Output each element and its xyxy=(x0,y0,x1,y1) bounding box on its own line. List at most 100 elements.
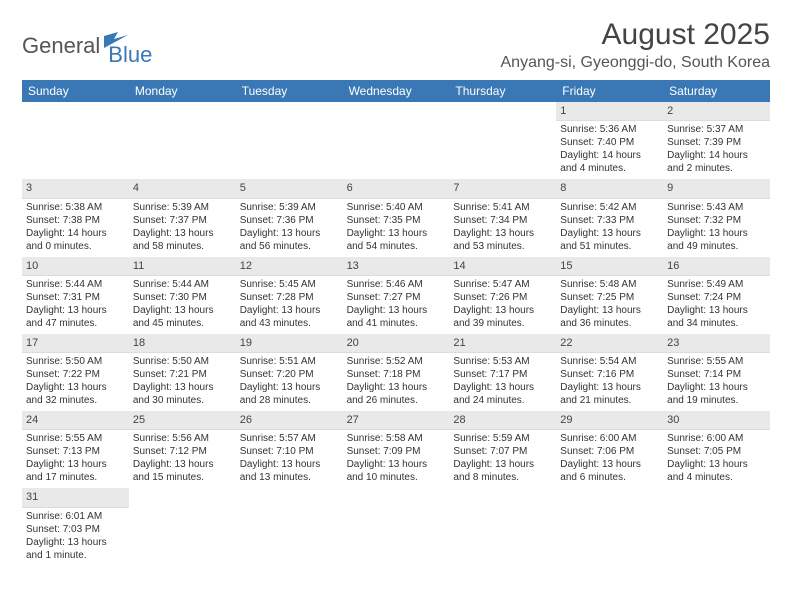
sunset-text: Sunset: 7:10 PM xyxy=(240,445,339,458)
sunset-text: Sunset: 7:34 PM xyxy=(453,214,552,227)
sunset-text: Sunset: 7:25 PM xyxy=(560,291,659,304)
day-cell-empty xyxy=(129,488,236,565)
sunrise-text: Sunrise: 5:39 AM xyxy=(133,201,232,214)
day-number: 5 xyxy=(236,179,343,198)
sunset-text: Sunset: 7:32 PM xyxy=(667,214,766,227)
day-body: Sunrise: 5:48 AMSunset: 7:25 PMDaylight:… xyxy=(556,276,663,334)
daylight-text: Daylight: 13 hours and 15 minutes. xyxy=(133,458,232,484)
day-number: 29 xyxy=(556,411,663,430)
day-body: Sunrise: 5:56 AMSunset: 7:12 PMDaylight:… xyxy=(129,430,236,488)
sunrise-text: Sunrise: 5:43 AM xyxy=(667,201,766,214)
daylight-text: Daylight: 13 hours and 26 minutes. xyxy=(347,381,446,407)
day-cell-empty xyxy=(22,102,129,179)
daylight-text: Daylight: 13 hours and 1 minute. xyxy=(26,536,125,562)
day-number: 20 xyxy=(343,334,450,353)
day-cell-11: 11Sunrise: 5:44 AMSunset: 7:30 PMDayligh… xyxy=(129,257,236,334)
day-cell-26: 26Sunrise: 5:57 AMSunset: 7:10 PMDayligh… xyxy=(236,411,343,488)
day-number: 30 xyxy=(663,411,770,430)
day-body: Sunrise: 5:57 AMSunset: 7:10 PMDaylight:… xyxy=(236,430,343,488)
day-header-cell: Wednesday xyxy=(343,80,450,102)
sunset-text: Sunset: 7:09 PM xyxy=(347,445,446,458)
day-cell-10: 10Sunrise: 5:44 AMSunset: 7:31 PMDayligh… xyxy=(22,257,129,334)
day-cell-20: 20Sunrise: 5:52 AMSunset: 7:18 PMDayligh… xyxy=(343,334,450,411)
day-number: 3 xyxy=(22,179,129,198)
day-number: 21 xyxy=(449,334,556,353)
day-number: 28 xyxy=(449,411,556,430)
day-number: 2 xyxy=(663,102,770,121)
day-cell-empty xyxy=(449,102,556,179)
sunset-text: Sunset: 7:18 PM xyxy=(347,368,446,381)
title-block: August 2025 Anyang-si, Gyeonggi-do, Sout… xyxy=(501,18,771,72)
daylight-text: Daylight: 14 hours and 2 minutes. xyxy=(667,149,766,175)
location: Anyang-si, Gyeonggi-do, South Korea xyxy=(501,54,771,72)
day-body: Sunrise: 5:50 AMSunset: 7:22 PMDaylight:… xyxy=(22,353,129,411)
day-cell-empty xyxy=(343,102,450,179)
day-cell-3: 3Sunrise: 5:38 AMSunset: 7:38 PMDaylight… xyxy=(22,179,129,256)
day-cell-empty xyxy=(129,102,236,179)
day-cell-31: 31Sunrise: 6:01 AMSunset: 7:03 PMDayligh… xyxy=(22,488,129,565)
day-number: 25 xyxy=(129,411,236,430)
day-cell-17: 17Sunrise: 5:50 AMSunset: 7:22 PMDayligh… xyxy=(22,334,129,411)
day-body: Sunrise: 5:45 AMSunset: 7:28 PMDaylight:… xyxy=(236,276,343,334)
day-body: Sunrise: 5:50 AMSunset: 7:21 PMDaylight:… xyxy=(129,353,236,411)
sunrise-text: Sunrise: 5:59 AM xyxy=(453,432,552,445)
day-header-cell: Saturday xyxy=(663,80,770,102)
daylight-text: Daylight: 13 hours and 17 minutes. xyxy=(26,458,125,484)
day-number: 11 xyxy=(129,257,236,276)
day-body: Sunrise: 6:00 AMSunset: 7:06 PMDaylight:… xyxy=(556,430,663,488)
header: General Blue August 2025 Anyang-si, Gyeo… xyxy=(22,18,770,72)
daylight-text: Daylight: 14 hours and 0 minutes. xyxy=(26,227,125,253)
day-body: Sunrise: 5:55 AMSunset: 7:13 PMDaylight:… xyxy=(22,430,129,488)
day-cell-empty xyxy=(236,488,343,565)
day-number: 10 xyxy=(22,257,129,276)
sunset-text: Sunset: 7:20 PM xyxy=(240,368,339,381)
day-body: Sunrise: 5:47 AMSunset: 7:26 PMDaylight:… xyxy=(449,276,556,334)
sunrise-text: Sunrise: 5:46 AM xyxy=(347,278,446,291)
sunset-text: Sunset: 7:37 PM xyxy=(133,214,232,227)
sunrise-text: Sunrise: 5:56 AM xyxy=(133,432,232,445)
day-body: Sunrise: 5:36 AMSunset: 7:40 PMDaylight:… xyxy=(556,121,663,179)
day-body: Sunrise: 5:42 AMSunset: 7:33 PMDaylight:… xyxy=(556,199,663,257)
sunset-text: Sunset: 7:38 PM xyxy=(26,214,125,227)
sunrise-text: Sunrise: 5:47 AM xyxy=(453,278,552,291)
calendar-week: 17Sunrise: 5:50 AMSunset: 7:22 PMDayligh… xyxy=(22,334,770,411)
day-header-cell: Sunday xyxy=(22,80,129,102)
daylight-text: Daylight: 13 hours and 28 minutes. xyxy=(240,381,339,407)
day-body: Sunrise: 5:55 AMSunset: 7:14 PMDaylight:… xyxy=(663,353,770,411)
sunset-text: Sunset: 7:27 PM xyxy=(347,291,446,304)
daylight-text: Daylight: 13 hours and 45 minutes. xyxy=(133,304,232,330)
daylight-text: Daylight: 13 hours and 24 minutes. xyxy=(453,381,552,407)
calendar-week: 31Sunrise: 6:01 AMSunset: 7:03 PMDayligh… xyxy=(22,488,770,565)
sunrise-text: Sunrise: 5:39 AM xyxy=(240,201,339,214)
sunrise-text: Sunrise: 5:36 AM xyxy=(560,123,659,136)
day-header-cell: Tuesday xyxy=(236,80,343,102)
daylight-text: Daylight: 13 hours and 49 minutes. xyxy=(667,227,766,253)
day-cell-9: 9Sunrise: 5:43 AMSunset: 7:32 PMDaylight… xyxy=(663,179,770,256)
day-cell-empty xyxy=(236,102,343,179)
sunrise-text: Sunrise: 6:00 AM xyxy=(667,432,766,445)
day-number: 31 xyxy=(22,488,129,507)
sunset-text: Sunset: 7:17 PM xyxy=(453,368,552,381)
day-body: Sunrise: 5:59 AMSunset: 7:07 PMDaylight:… xyxy=(449,430,556,488)
daylight-text: Daylight: 14 hours and 4 minutes. xyxy=(560,149,659,175)
day-number: 18 xyxy=(129,334,236,353)
sunrise-text: Sunrise: 5:44 AM xyxy=(133,278,232,291)
sunrise-text: Sunrise: 5:49 AM xyxy=(667,278,766,291)
day-cell-12: 12Sunrise: 5:45 AMSunset: 7:28 PMDayligh… xyxy=(236,257,343,334)
calendar-body: 1Sunrise: 5:36 AMSunset: 7:40 PMDaylight… xyxy=(22,102,770,566)
sunset-text: Sunset: 7:21 PM xyxy=(133,368,232,381)
day-number: 22 xyxy=(556,334,663,353)
sunset-text: Sunset: 7:35 PM xyxy=(347,214,446,227)
day-cell-29: 29Sunrise: 6:00 AMSunset: 7:06 PMDayligh… xyxy=(556,411,663,488)
day-cell-empty xyxy=(343,488,450,565)
daylight-text: Daylight: 13 hours and 43 minutes. xyxy=(240,304,339,330)
day-body: Sunrise: 5:44 AMSunset: 7:30 PMDaylight:… xyxy=(129,276,236,334)
day-cell-24: 24Sunrise: 5:55 AMSunset: 7:13 PMDayligh… xyxy=(22,411,129,488)
day-number: 27 xyxy=(343,411,450,430)
sunset-text: Sunset: 7:36 PM xyxy=(240,214,339,227)
day-cell-16: 16Sunrise: 5:49 AMSunset: 7:24 PMDayligh… xyxy=(663,257,770,334)
sunset-text: Sunset: 7:26 PM xyxy=(453,291,552,304)
day-body: Sunrise: 5:51 AMSunset: 7:20 PMDaylight:… xyxy=(236,353,343,411)
day-cell-18: 18Sunrise: 5:50 AMSunset: 7:21 PMDayligh… xyxy=(129,334,236,411)
day-number: 15 xyxy=(556,257,663,276)
